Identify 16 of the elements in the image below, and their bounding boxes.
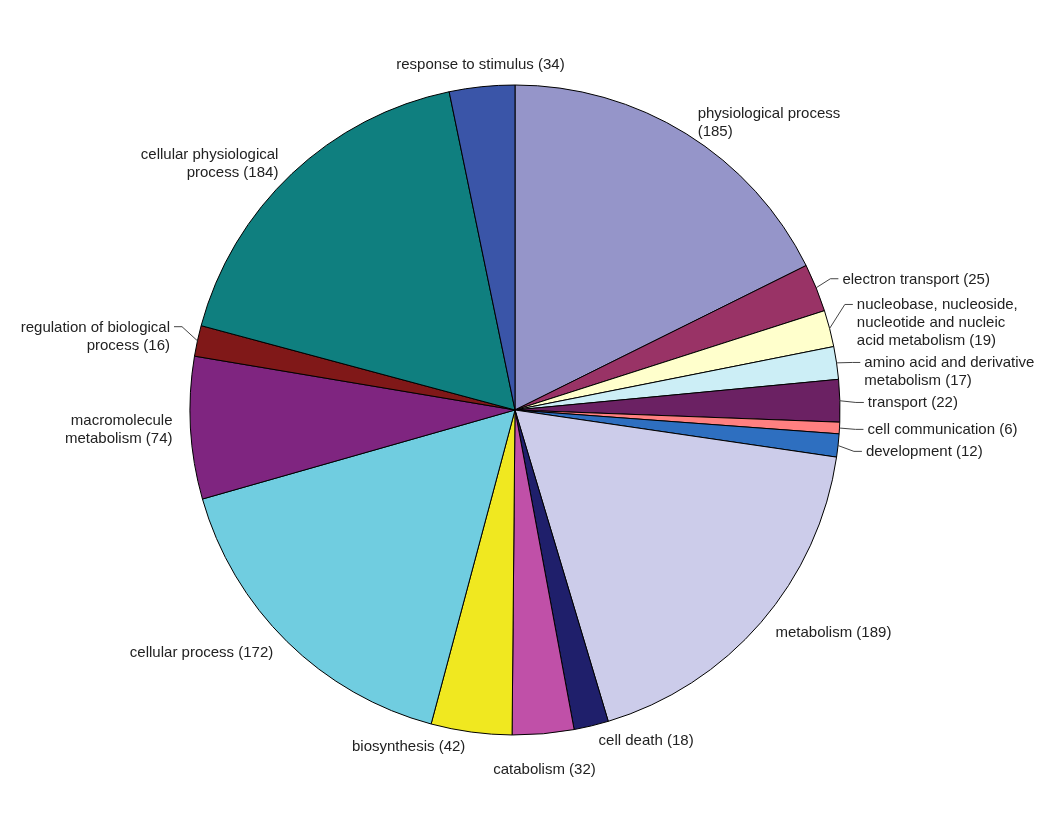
slice-label: macromolecule metabolism (74) (64, 410, 173, 446)
slice-label: metabolism (189) (775, 622, 892, 640)
slice-label: response to stimulus (34) (396, 54, 565, 72)
slice-label: cell death (18) (598, 730, 694, 748)
slice-label: cell communication (6) (867, 420, 1018, 438)
slice-label: cellular physiological process (184) (140, 145, 279, 181)
slice-label: amino acid and derivative metabolism (17) (864, 353, 1035, 389)
slice-label: cellular process (172) (129, 642, 274, 660)
slice-label: nucleobase, nucleoside, nucleotide and nucleic acid metabolism (19) (856, 295, 1018, 349)
slice-label: catabolism (32) (493, 759, 596, 777)
slice-label: regulation of biological process (16) (20, 317, 170, 353)
slice-label: physiological process (185) (697, 103, 841, 139)
slice-label: biosynthesis (42) (351, 736, 466, 754)
slice-label: transport (22) (867, 393, 958, 411)
slice-label: electron transport (25) (842, 269, 990, 287)
slice-label: development (12) (865, 442, 983, 460)
